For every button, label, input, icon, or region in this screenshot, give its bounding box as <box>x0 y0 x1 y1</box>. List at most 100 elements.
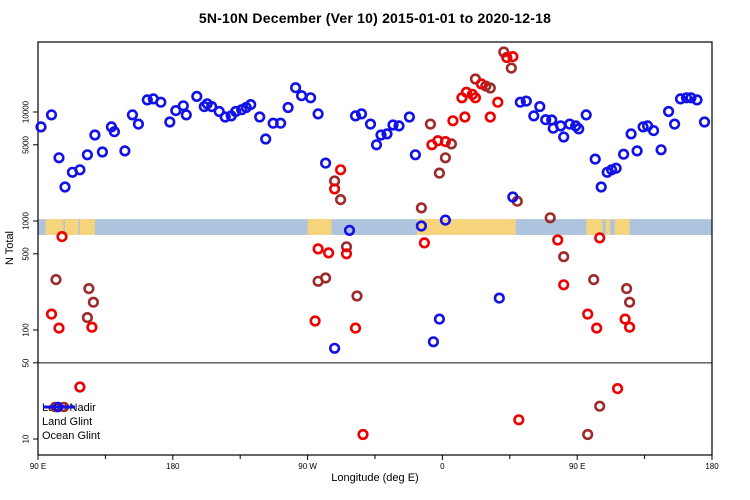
data-point-ocean_glint <box>680 92 693 104</box>
data-point-ocean_glint <box>534 100 546 113</box>
data-point-ocean_glint <box>427 336 440 348</box>
data-point-land_glint <box>611 383 624 395</box>
data-point-land_nadir <box>433 167 446 179</box>
data-point-ocean_glint <box>387 119 399 131</box>
y-tick-label: 100 <box>21 323 31 337</box>
data-point-land_nadir <box>340 241 353 253</box>
data-point-land_glint <box>513 414 525 426</box>
data-point-ocean_glint <box>381 128 393 140</box>
data-point-ocean_glint <box>213 105 225 118</box>
data-point-ocean_glint <box>409 149 422 161</box>
data-point-land_nadir <box>320 272 332 284</box>
x-axis-label: Longitude (deg E) <box>331 472 419 484</box>
data-point-ocean_glint <box>119 145 131 157</box>
data-point-ocean_glint <box>320 157 332 169</box>
latitude-band-ocean <box>38 219 712 235</box>
ocean_glint-marker-icon <box>43 401 75 413</box>
data-point-ocean_glint <box>589 153 601 165</box>
data-point-ocean_glint <box>573 123 585 135</box>
data-point-ocean_glint <box>439 214 452 226</box>
data-point-land_nadir <box>439 152 452 164</box>
data-point-ocean_glint <box>59 181 71 193</box>
data-point-ocean_glint <box>35 121 47 133</box>
data-point-ocean_glint <box>662 105 675 118</box>
data-point-land_nadir <box>582 428 594 441</box>
data-point-land_nadir <box>351 290 363 302</box>
data-point-ocean_glint <box>668 118 681 130</box>
data-point-land_nadir <box>594 400 606 412</box>
data-point-ocean_glint <box>180 109 192 121</box>
data-point-ocean_glint <box>685 92 697 104</box>
plot-border <box>37 41 713 456</box>
data-point-ocean_glint <box>282 101 294 114</box>
data-point-ocean_glint <box>260 133 272 145</box>
data-point-land_nadir <box>87 296 99 308</box>
data-point-land_nadir <box>424 118 437 130</box>
data-point-ocean_glint <box>555 120 567 132</box>
data-point-ocean_glint <box>403 111 416 123</box>
data-point-ocean_glint <box>81 149 93 161</box>
data-point-land_glint <box>558 279 570 291</box>
data-point-land_glint <box>340 248 353 260</box>
x-tick-label: 0 <box>440 462 445 471</box>
latitude-band-land <box>416 219 516 235</box>
data-point-land_nadir <box>620 283 633 295</box>
data-point-ocean_glint <box>312 108 324 120</box>
legend-item-land_glint: Land Glint <box>42 401 100 429</box>
y-tick-label: 500 <box>21 247 31 261</box>
y-axis-label: N Total <box>4 230 16 266</box>
data-point-ocean_glint <box>647 125 660 137</box>
data-point-land_nadir <box>50 274 62 286</box>
data-point-ocean_glint <box>132 118 144 130</box>
data-point-ocean_glint <box>375 129 387 141</box>
data-point-ocean_glint <box>74 164 86 176</box>
data-point-ocean_glint <box>540 114 552 126</box>
data-point-ocean_glint <box>343 224 356 236</box>
data-point-land_glint <box>329 183 341 195</box>
data-point-ocean_glint <box>96 146 108 158</box>
x-tick-label: 180 <box>705 462 719 471</box>
legend-label: Land Glint <box>42 416 93 428</box>
latitude-band-land <box>307 219 332 235</box>
data-point-ocean_glint <box>45 109 58 121</box>
data-point-ocean_glint <box>355 108 368 120</box>
data-point-ocean_glint <box>53 152 65 164</box>
data-point-ocean_glint <box>275 117 287 129</box>
data-point-ocean_glint <box>580 109 592 121</box>
data-point-ocean_glint <box>564 118 576 130</box>
data-point-ocean_glint <box>625 128 637 140</box>
data-point-land_glint <box>74 381 86 393</box>
data-point-land_nadir <box>588 274 600 286</box>
data-point-land_nadir <box>623 296 636 308</box>
data-point-land_glint <box>53 322 65 334</box>
data-point-ocean_glint <box>245 98 257 111</box>
data-point-land_glint <box>623 321 636 333</box>
data-point-ocean_glint <box>364 118 377 130</box>
data-point-land_glint <box>460 86 473 98</box>
y-tick-label: 10000 <box>21 100 31 124</box>
data-point-ocean_glint <box>89 129 101 141</box>
data-point-ocean_glint <box>254 111 266 123</box>
y-tick-label: 50 <box>21 358 31 368</box>
data-point-ocean_glint <box>595 181 607 193</box>
data-point-land_nadir <box>335 194 347 206</box>
latitude-band-land <box>79 219 95 235</box>
data-point-ocean_glint <box>698 116 711 128</box>
data-point-ocean_glint <box>219 111 231 123</box>
data-point-ocean_glint <box>520 95 532 107</box>
data-point-land_glint <box>501 51 513 64</box>
x-tick-label: 90 W <box>298 462 317 471</box>
data-point-ocean_glint <box>155 96 167 108</box>
data-point-land_nadir <box>83 283 95 295</box>
data-point-land_glint <box>582 308 594 320</box>
data-point-land_glint <box>56 231 68 243</box>
legend-item-ocean_glint: Ocean Glint <box>42 401 100 443</box>
data-point-ocean_glint <box>141 94 153 106</box>
data-point-land_nadir <box>445 138 458 150</box>
data-point-ocean_glint <box>631 145 643 157</box>
data-point-land_nadir <box>415 202 428 214</box>
data-point-ocean_glint <box>230 105 242 118</box>
data-point-land_glint <box>492 96 504 108</box>
